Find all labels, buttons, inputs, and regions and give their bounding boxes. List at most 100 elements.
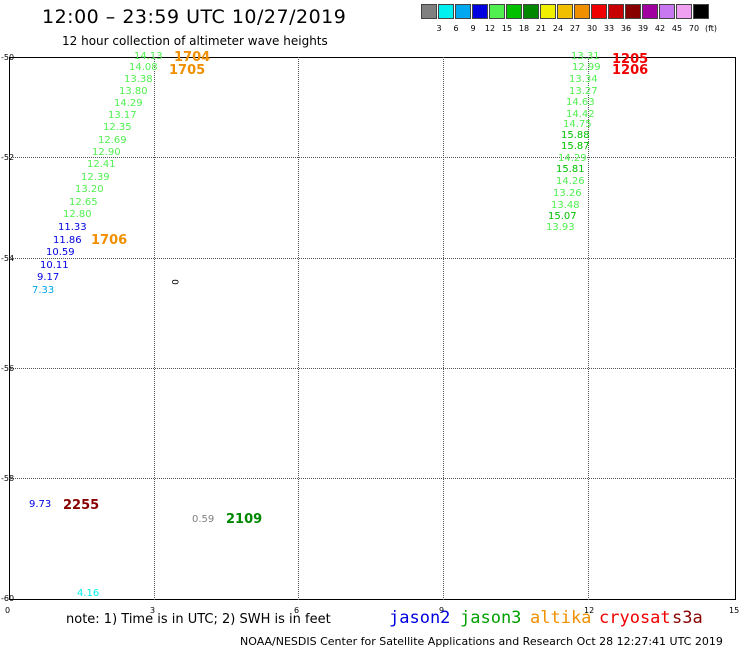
wave-height-value: 12.65 <box>69 197 98 208</box>
scale-label: 36 <box>620 24 632 33</box>
wave-height-value: 9.17 <box>37 272 60 283</box>
pass-time-label: 1206 <box>612 63 649 78</box>
credit-footer: NOAA/NESDIS Center for Satellite Applica… <box>240 635 723 648</box>
scale-swatch <box>608 4 624 19</box>
lat-label: -58 <box>1 474 15 483</box>
wave-height-value: 12.90 <box>92 147 121 158</box>
wave-height-value: 14.08 <box>129 62 158 73</box>
grid-line-vertical <box>588 57 589 600</box>
scale-label: 33 <box>603 24 615 33</box>
wave-height-value: 15.81 <box>556 164 585 175</box>
scale-label: 24 <box>552 24 564 33</box>
scale-label: 39 <box>637 24 649 33</box>
wave-height-value: 14.29 <box>558 153 587 164</box>
grid-line-horizontal <box>9 157 736 158</box>
wave-height-value: 11.86 <box>53 235 82 246</box>
lon-label: 6 <box>294 606 300 615</box>
wave-height-value: 11.33 <box>58 222 87 233</box>
wave-height-value: 12.80 <box>63 209 92 220</box>
lat-label: -50 <box>1 53 15 62</box>
satellite-legend-item: cryosat <box>599 608 671 628</box>
wave-height-value: 13.34 <box>569 74 598 85</box>
lat-label: -54 <box>1 254 15 263</box>
grid-line-horizontal <box>9 258 736 259</box>
page-subtitle: 12 hour collection of altimeter wave hei… <box>62 34 328 48</box>
wave-height-value: 13.48 <box>551 200 580 211</box>
scale-swatch <box>506 4 522 19</box>
wave-height-value: 7.33 <box>32 285 55 296</box>
grid-line-horizontal <box>9 478 736 479</box>
wave-height-value: 13.31 <box>571 51 600 62</box>
wave-height-value: 4.16 <box>77 588 100 599</box>
wave-height-value: 15.88 <box>561 130 590 141</box>
scale-label: 27 <box>569 24 581 33</box>
wave-height-value: 15.87 <box>561 141 590 152</box>
wave-height-value: 14.26 <box>556 176 585 187</box>
scale-swatch <box>557 4 573 19</box>
scale-swatch <box>591 4 607 19</box>
wave-height-value: 13.93 <box>546 222 575 233</box>
wave-height-value: 10.11 <box>40 260 69 271</box>
wave-height-value: 14.63 <box>566 97 595 108</box>
wave-height-value: 15.07 <box>548 211 577 222</box>
grid-line-vertical <box>154 57 155 600</box>
satellite-legend-item: jason2 <box>389 608 451 628</box>
pass-time-label: 2255 <box>63 498 100 513</box>
scale-swatch <box>421 4 437 19</box>
pass-time-label: 1205 <box>612 52 649 67</box>
wave-height-value: 10.59 <box>46 247 75 258</box>
wave-height-value: 14.29 <box>114 98 143 109</box>
scale-swatch <box>659 4 675 19</box>
lat-label: -56 <box>1 364 15 373</box>
wave-height-value: 12.35 <box>103 122 132 133</box>
wave-height-value: 12.99 <box>572 62 601 73</box>
wave-height-value: 0.59 <box>192 514 215 525</box>
wave-height-value: 13.80 <box>119 86 148 97</box>
lat-label: -60 <box>1 594 15 603</box>
scale-swatch <box>642 4 658 19</box>
pass-time-label: 1704 <box>174 50 211 65</box>
pass-time-label: 1706 <box>91 233 128 248</box>
scale-label: 12 <box>484 24 496 33</box>
scale-swatch <box>625 4 641 19</box>
map-frame <box>9 57 736 600</box>
scale-label: 15 <box>501 24 513 33</box>
grid-line-vertical <box>443 57 444 600</box>
scale-swatch <box>540 4 556 19</box>
lat-label: -52 <box>1 153 15 162</box>
wave-height-value: 9.73 <box>29 499 52 510</box>
wave-height-value: 13.20 <box>75 184 104 195</box>
lon-label: 9 <box>439 606 445 615</box>
scale-label: 70 <box>688 24 700 33</box>
scale-swatch <box>438 4 454 19</box>
page-title: 12:00 – 23:59 UTC 10/27/2019 <box>42 6 347 28</box>
wave-height-value: 13.38 <box>124 74 153 85</box>
grid-line-horizontal <box>9 368 736 369</box>
wave-height-value: 12.41 <box>87 159 116 170</box>
satellite-legend-item: s3a <box>672 608 703 628</box>
scale-label: 6 <box>453 24 459 33</box>
wave-height-value: 12.69 <box>98 135 127 146</box>
scale-label: (ft) <box>704 24 718 33</box>
scale-swatch <box>489 4 505 19</box>
satellite-legend-item: jason3 <box>460 608 522 628</box>
scale-label: 42 <box>654 24 666 33</box>
wave-height-value: 14.13 <box>134 51 163 62</box>
lon-label: 3 <box>150 606 156 615</box>
scale-label: 3 <box>436 24 442 33</box>
pass-time-label: 1705 <box>169 63 206 78</box>
lon-label: 0 <box>5 606 11 615</box>
lon-label: 15 <box>729 606 740 615</box>
scale-label: 45 <box>671 24 683 33</box>
wave-height-value: 13.27 <box>569 86 598 97</box>
scale-swatch <box>523 4 539 19</box>
scale-label: 21 <box>535 24 547 33</box>
scale-label: 18 <box>518 24 530 33</box>
scale-label: 9 <box>470 24 476 33</box>
wave-height-value: 13.17 <box>108 110 137 121</box>
wave-height-value: 14.75 <box>563 119 592 130</box>
units-note: note: 1) Time is in UTC; 2) SWH is in fe… <box>66 612 331 627</box>
pass-time-label: 2109 <box>226 512 263 527</box>
scale-label: 30 <box>586 24 598 33</box>
lon-label: 12 <box>584 606 595 615</box>
